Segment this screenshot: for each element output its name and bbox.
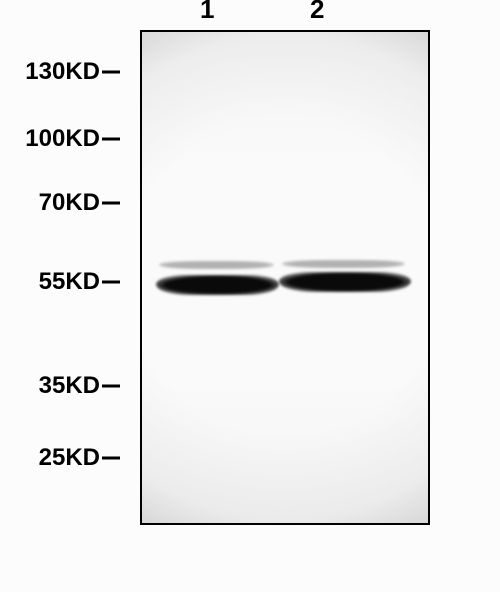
marker-tick <box>102 457 120 460</box>
marker-axis: 130KD 100KD 70KD 55KD 35KD 25KD <box>0 30 120 570</box>
marker-label: 35KD <box>39 372 100 400</box>
marker-label: 130KD <box>25 58 100 86</box>
marker-tick <box>102 137 120 140</box>
marker-label: 55KD <box>39 268 100 296</box>
band-lane1 <box>159 261 273 269</box>
marker-label: 70KD <box>39 189 100 217</box>
marker-label: 100KD <box>25 125 100 153</box>
western-blot-figure: 1 2 130KD100KD70KD55KD35KD25KD <box>0 30 500 570</box>
marker-tick <box>102 202 120 205</box>
blot-membrane <box>140 30 430 525</box>
band-lane2 <box>282 260 405 268</box>
marker-label: 25KD <box>39 444 100 472</box>
band-lane2 <box>279 272 411 292</box>
lane-header-2: 2 <box>310 0 324 25</box>
lane-header-1: 1 <box>200 0 214 25</box>
marker-tick <box>102 385 120 388</box>
marker-tick <box>102 71 120 74</box>
band-lane1 <box>156 275 279 295</box>
marker-tick <box>102 281 120 284</box>
